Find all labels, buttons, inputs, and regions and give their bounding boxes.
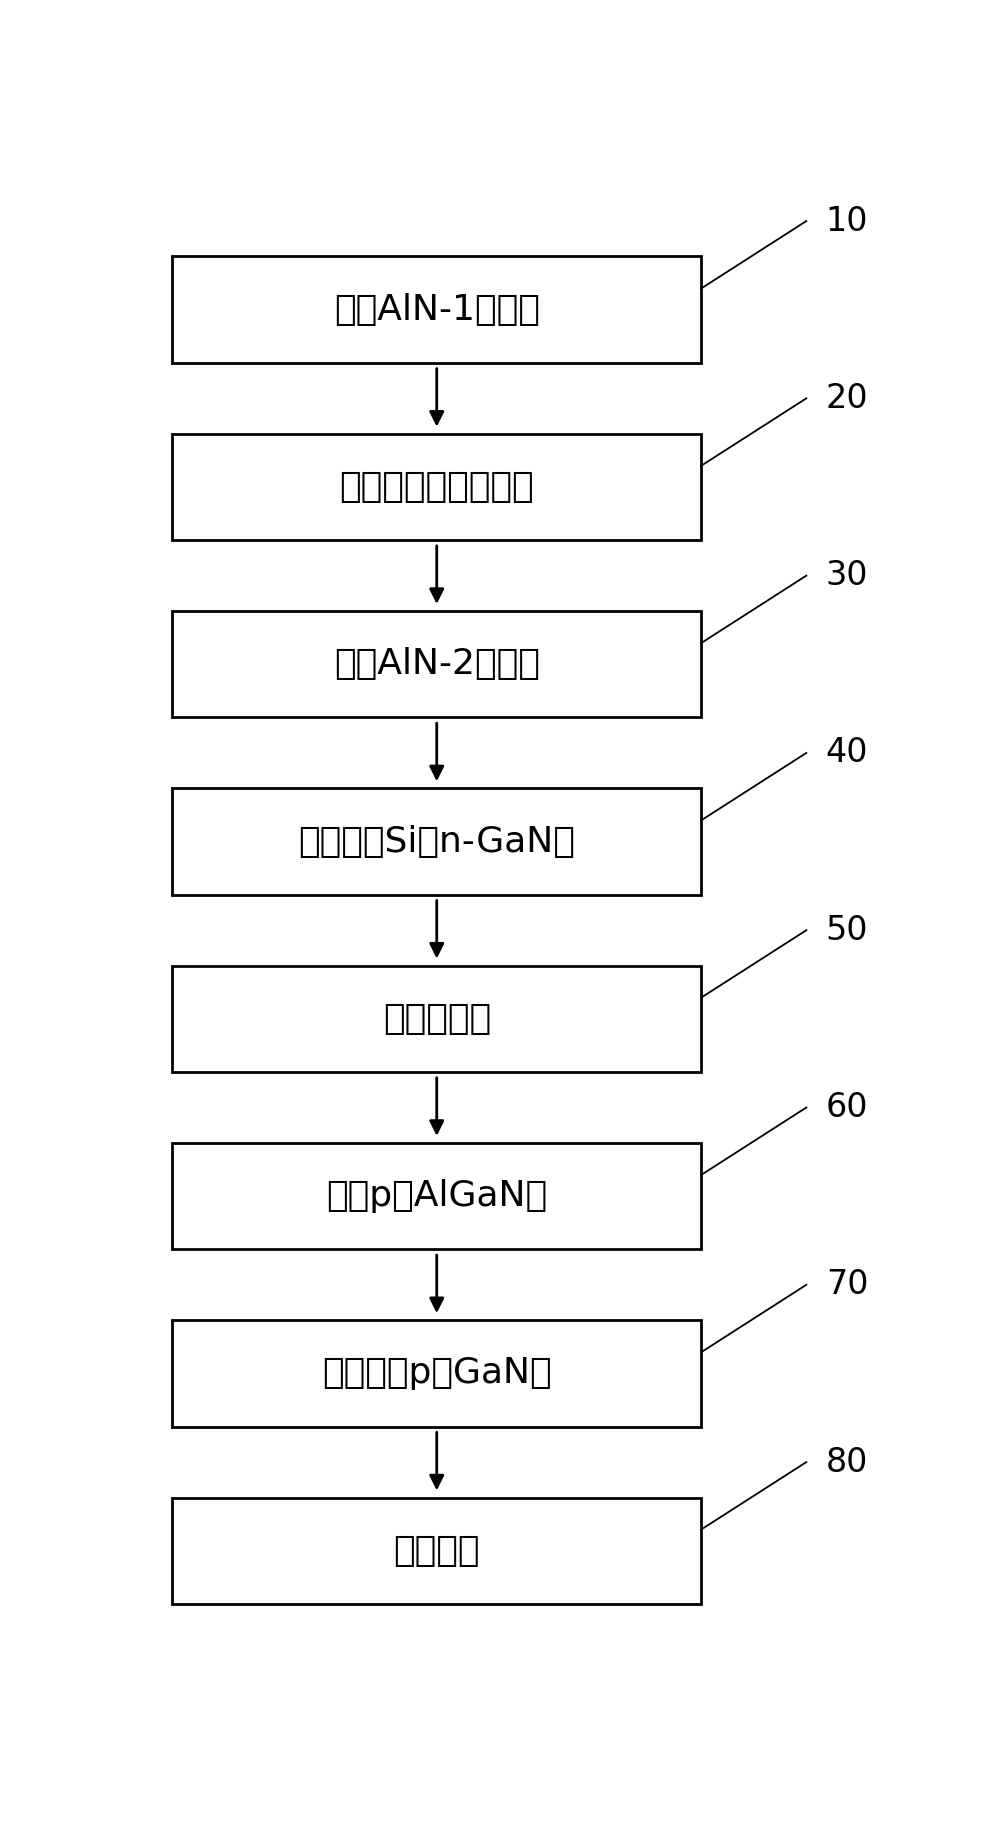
Text: 30: 30 bbox=[825, 560, 868, 591]
FancyBboxPatch shape bbox=[173, 1321, 700, 1428]
FancyBboxPatch shape bbox=[173, 788, 700, 895]
Text: 冷却所述蓝宝石衬底: 冷却所述蓝宝石衬底 bbox=[339, 470, 534, 505]
Text: 10: 10 bbox=[825, 204, 868, 238]
FancyBboxPatch shape bbox=[173, 256, 700, 363]
Text: 生长高温p型GaN层: 生长高温p型GaN层 bbox=[322, 1356, 551, 1391]
Text: 生长AlN-1薄膜层: 生长AlN-1薄膜层 bbox=[333, 293, 540, 326]
Text: 70: 70 bbox=[825, 1269, 868, 1300]
Text: 生长p型AlGaN层: 生长p型AlGaN层 bbox=[326, 1179, 547, 1214]
Text: 60: 60 bbox=[825, 1090, 868, 1124]
FancyBboxPatch shape bbox=[173, 612, 700, 717]
Text: 20: 20 bbox=[825, 381, 868, 414]
Text: 生长发光层: 生长发光层 bbox=[382, 1002, 490, 1035]
Text: 80: 80 bbox=[825, 1446, 868, 1479]
FancyBboxPatch shape bbox=[173, 1142, 700, 1249]
Text: 降温冷却: 降温冷却 bbox=[393, 1534, 479, 1568]
Text: 生长掺杂Si的n-GaN层: 生长掺杂Si的n-GaN层 bbox=[298, 825, 575, 858]
Text: 生长AlN-2薄膜层: 生长AlN-2薄膜层 bbox=[333, 647, 540, 682]
Text: 50: 50 bbox=[825, 914, 868, 947]
FancyBboxPatch shape bbox=[173, 433, 700, 540]
FancyBboxPatch shape bbox=[173, 1498, 700, 1604]
Text: 40: 40 bbox=[825, 737, 868, 770]
FancyBboxPatch shape bbox=[173, 965, 700, 1072]
